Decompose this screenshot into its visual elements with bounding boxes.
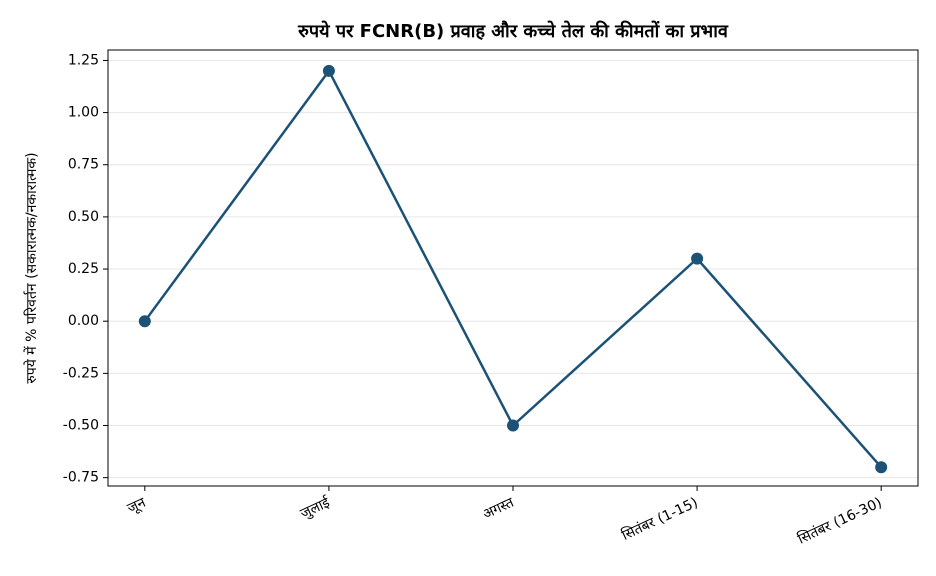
y-tick-label: -0.25 (63, 365, 99, 381)
y-tick-label: 0.50 (68, 209, 99, 225)
point (507, 419, 519, 432)
y-tick-label: 0.25 (68, 261, 99, 277)
x-tick-label: जून (125, 495, 148, 517)
x-tick-label: सितंबर (16-30) (795, 494, 885, 548)
chart-title: रुपये पर FCNR(B) प्रवाह और कच्चे तेल की … (297, 20, 729, 42)
point (138, 315, 151, 328)
y-tick-label: 1.25 (68, 52, 99, 68)
y-tick-label: 0.00 (68, 313, 99, 329)
point (875, 461, 888, 474)
x-tick-label: सितंबर (1-15) (619, 494, 700, 544)
y-axis-label: रुपये में % परिवर्तन (सकारात्मक/नकारात्म… (23, 152, 40, 383)
x-tick-label: अगस्त (481, 494, 518, 522)
x-tick-label: जुलाई (298, 493, 334, 522)
y-tick-label: 0.75 (68, 157, 99, 173)
point (322, 64, 335, 77)
y-tick-label: -0.50 (63, 418, 99, 434)
y-tick-label: 1.00 (68, 105, 99, 121)
point (691, 252, 704, 265)
y-tick-label: -0.75 (63, 470, 99, 486)
